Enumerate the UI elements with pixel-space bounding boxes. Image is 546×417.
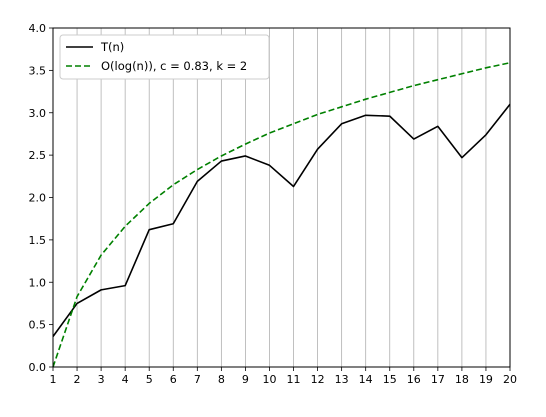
x-tick-label-4: 4 — [122, 373, 129, 386]
x-tick-label-2: 2 — [74, 373, 81, 386]
x-tick-label-8: 8 — [218, 373, 225, 386]
y-tick-label-4.0: 4.0 — [29, 22, 47, 35]
legend: T(n) O(log(n)), c = 0.83, k = 2 — [59, 34, 270, 80]
y-tick-label-0.5: 0.5 — [29, 319, 47, 332]
legend-box — [59, 34, 270, 80]
x-tick-label-13: 13 — [335, 373, 349, 386]
x-tick-label-12: 12 — [311, 373, 325, 386]
y-tick-label-1.5: 1.5 — [29, 234, 47, 247]
x-tick-label-16: 16 — [407, 373, 421, 386]
x-tick-label-18: 18 — [455, 373, 469, 386]
y-tick-label-3.0: 3.0 — [29, 107, 47, 120]
x-tick-label-19: 19 — [479, 373, 493, 386]
x-tick-label-14: 14 — [359, 373, 373, 386]
x-tick-label-10: 10 — [262, 373, 276, 386]
legend-label-t-n: T(n) — [100, 40, 124, 54]
x-tick-label-11: 11 — [287, 373, 301, 386]
y-tick-label-2.0: 2.0 — [29, 192, 47, 205]
series-line-0 — [52, 103, 511, 337]
y-tick-label-2.5: 2.5 — [29, 149, 47, 162]
y-tick-label-3.5: 3.5 — [29, 64, 47, 77]
x-tick-label-7: 7 — [194, 373, 201, 386]
series-line-1 — [52, 61, 511, 368]
axis-ticks: 1 2 3 4 5 6 7 8 9 10 11 12 13 14 15 16 17 18 19 200.00.51.0… — [29, 22, 518, 386]
y-tick-label-0.0: 0.0 — [29, 361, 47, 374]
x-tick-label-17: 17 — [431, 373, 445, 386]
x-tick-label-6: 6 — [170, 373, 177, 386]
x-tick-label-15: 15 — [383, 373, 397, 386]
x-tick-label-5: 5 — [146, 373, 153, 386]
y-tick-label-1.0: 1.0 — [29, 276, 47, 289]
x-tick-label-20: 20 — [503, 373, 517, 386]
legend-label-o-log-n: O(log(n)), c = 0.83, k = 2 — [101, 59, 247, 73]
series-lines — [52, 61, 511, 368]
x-tick-label-3: 3 — [98, 373, 105, 386]
plot-frame — [52, 27, 511, 368]
x-tick-label-1: 1 — [50, 373, 57, 386]
x-tick-label-9: 9 — [242, 373, 249, 386]
grid-lines — [52, 28, 511, 367]
